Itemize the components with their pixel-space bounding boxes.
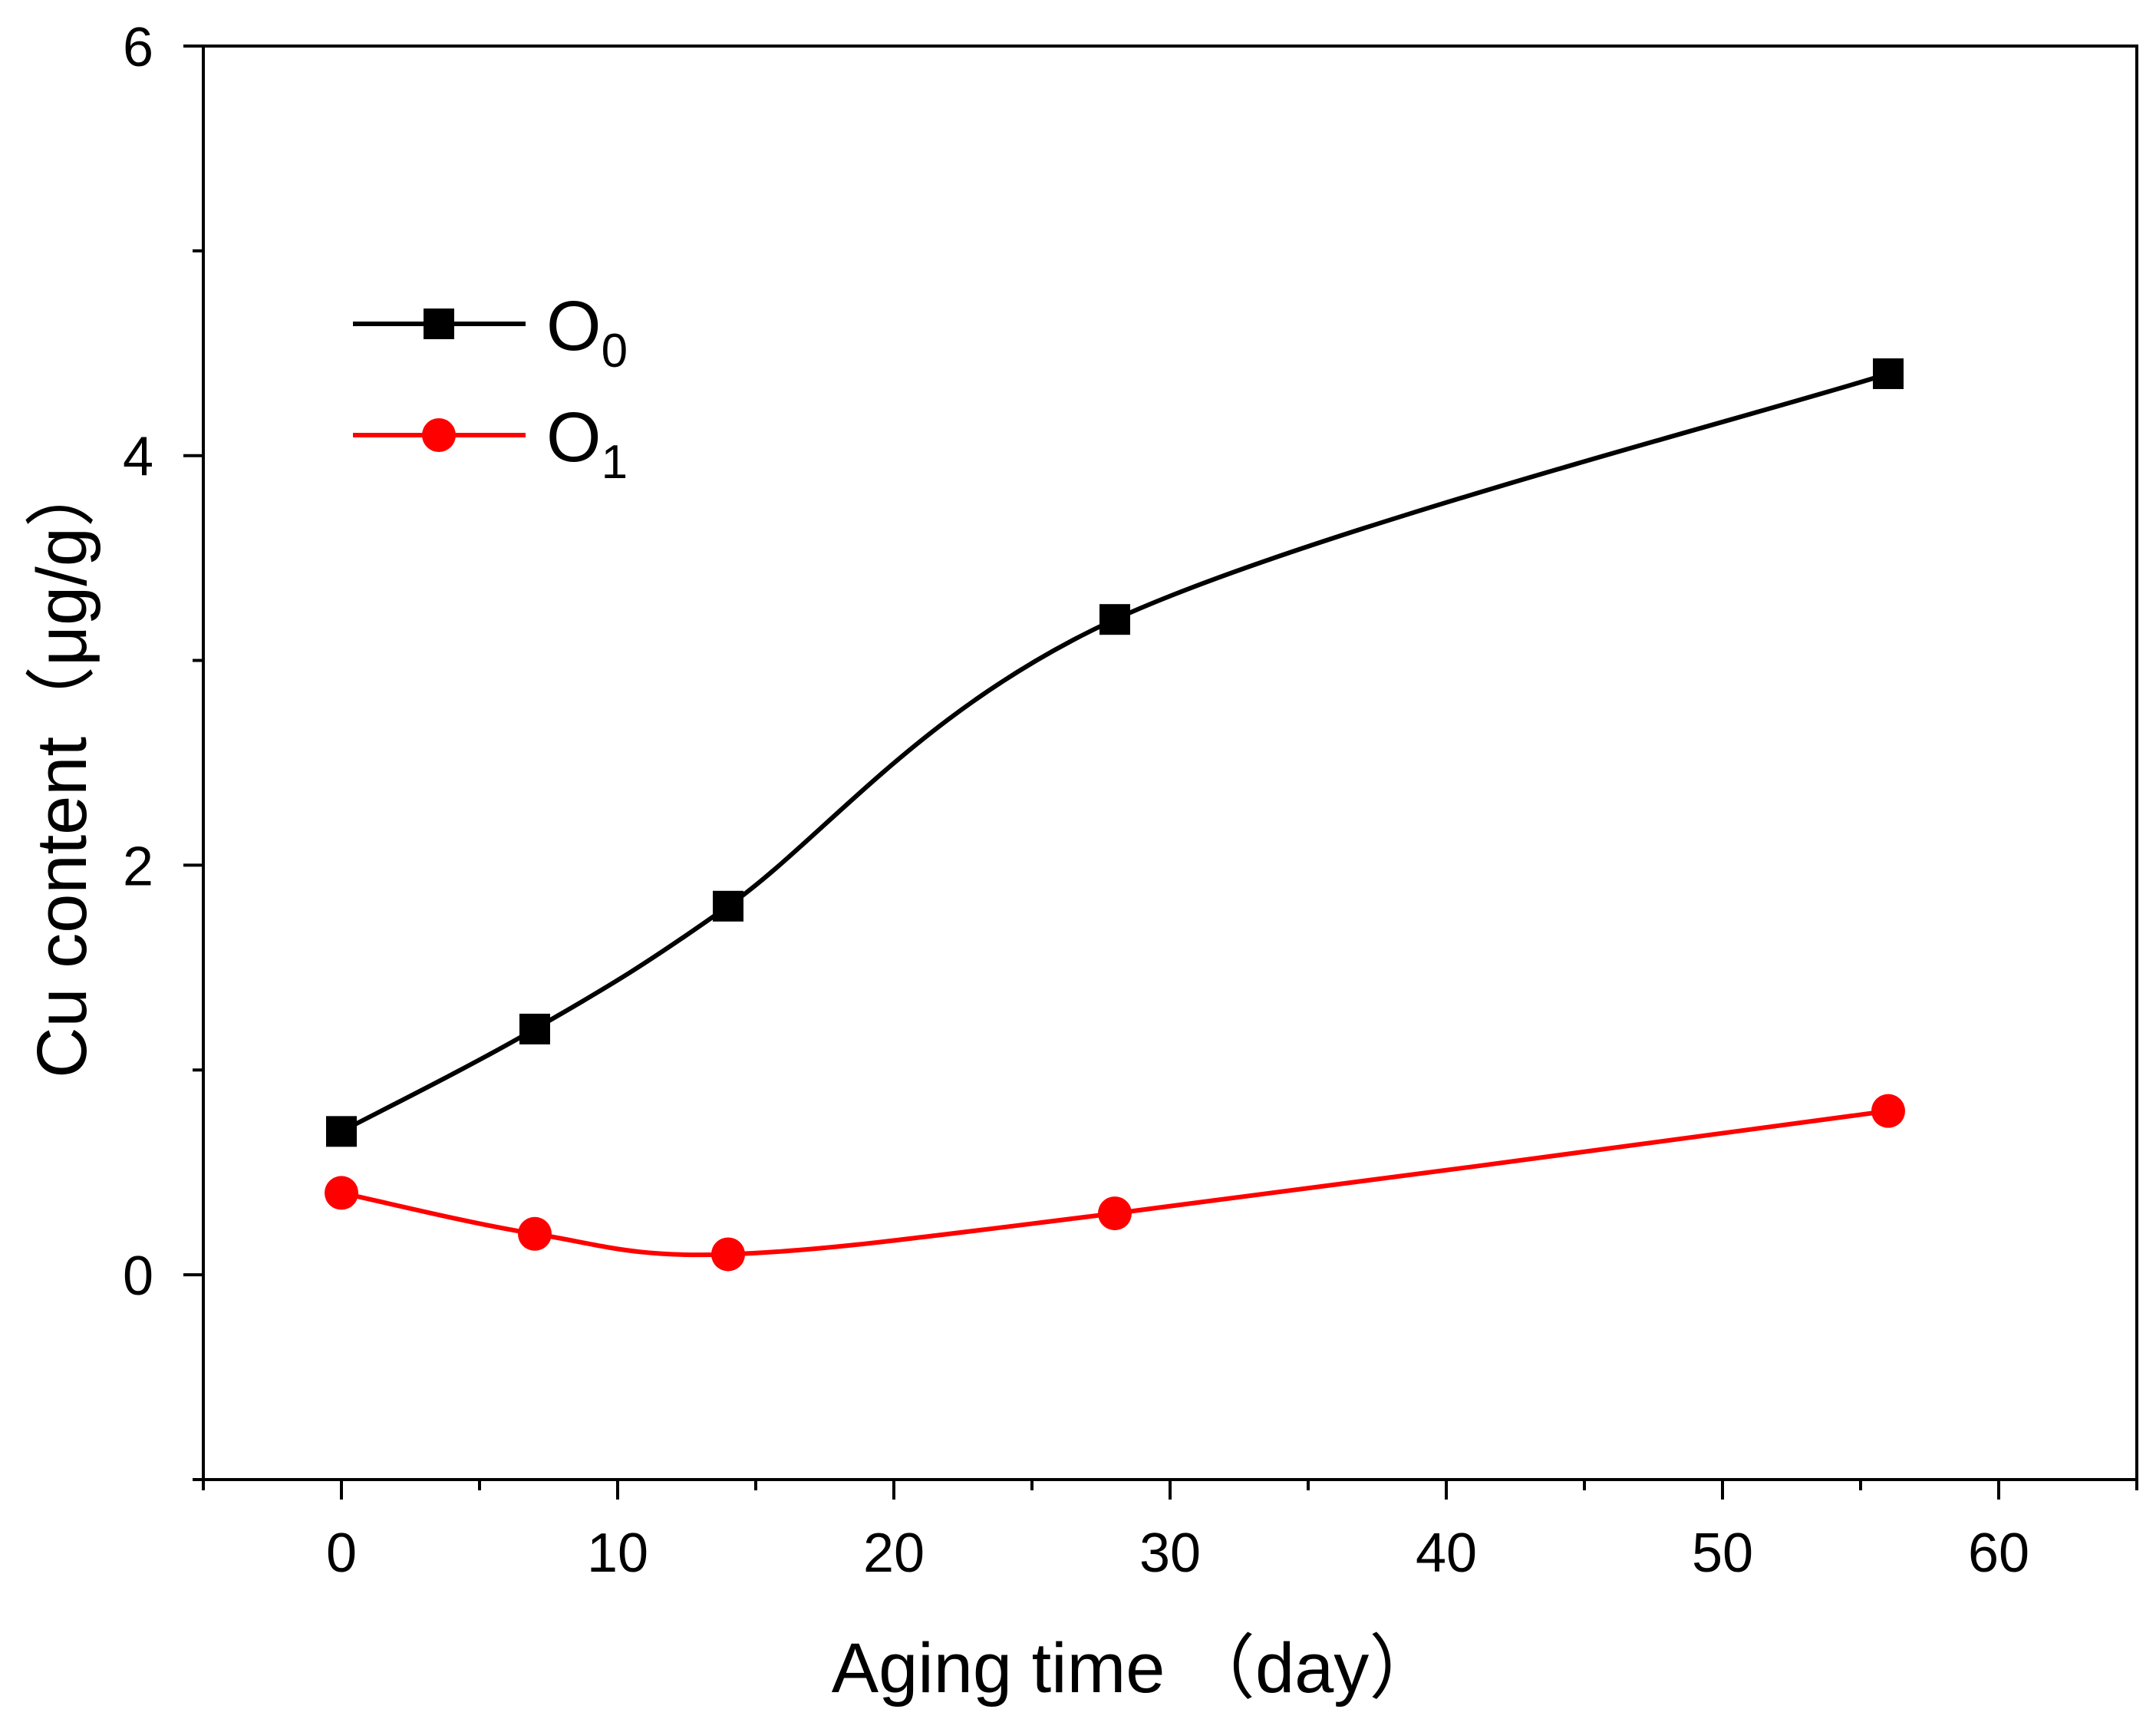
x-tick-label-60: 60: [1968, 1523, 2029, 1584]
series-markers: [325, 358, 1905, 1272]
y-tick-label-6: 6: [123, 17, 153, 78]
legend-marker-o0: [424, 309, 454, 339]
legend-item-o1: O1: [353, 398, 628, 489]
legend-item-o0: O0: [353, 287, 628, 378]
data-point-o1-14: [711, 1237, 745, 1272]
x-tick-label-40: 40: [1416, 1523, 1477, 1584]
x-tick-label-20: 20: [863, 1523, 925, 1584]
x-tick-label-0: 0: [326, 1523, 357, 1584]
data-point-o0-0: [326, 1116, 357, 1147]
data-point-o1-7: [518, 1216, 552, 1251]
x-tick-label-50: 50: [1692, 1523, 1753, 1584]
series-line-o0: [339, 371, 1891, 1134]
data-point-o0-7: [519, 1013, 550, 1044]
x-tick-label-30: 30: [1139, 1523, 1201, 1584]
y-axis-title: Cu content（μg/g）: [23, 457, 101, 1078]
data-point-o1-0: [325, 1176, 358, 1210]
legend-label-o1-sub: 1: [602, 436, 628, 489]
legend-marker-o1: [422, 418, 456, 452]
x-tick-label-10: 10: [587, 1523, 648, 1584]
data-point-o0-56: [1873, 358, 1904, 389]
legend-label-o0: O0: [546, 287, 628, 378]
x-axis-title: Aging time （day）: [832, 1629, 1440, 1708]
legend-label-o1: O1: [546, 398, 628, 489]
data-point-o0-14: [713, 890, 743, 922]
y-tick-label-2: 2: [123, 836, 153, 897]
data-point-o1-28: [1098, 1196, 1132, 1231]
series-line-o1: [339, 1108, 1891, 1258]
y-tick-label-4: 4: [123, 427, 153, 488]
plot-frame: [202, 45, 2138, 1481]
y-tick-label-0: 0: [123, 1246, 153, 1307]
legend-label-o1-main: O: [546, 398, 602, 477]
data-point-o1-56: [1871, 1094, 1905, 1128]
legend: O0 O1: [353, 287, 628, 489]
data-point-o0-28: [1099, 604, 1130, 635]
series-lines: [339, 371, 1891, 1258]
legend-label-o0-sub: 0: [602, 325, 628, 378]
legend-label-o0-main: O: [546, 287, 602, 365]
